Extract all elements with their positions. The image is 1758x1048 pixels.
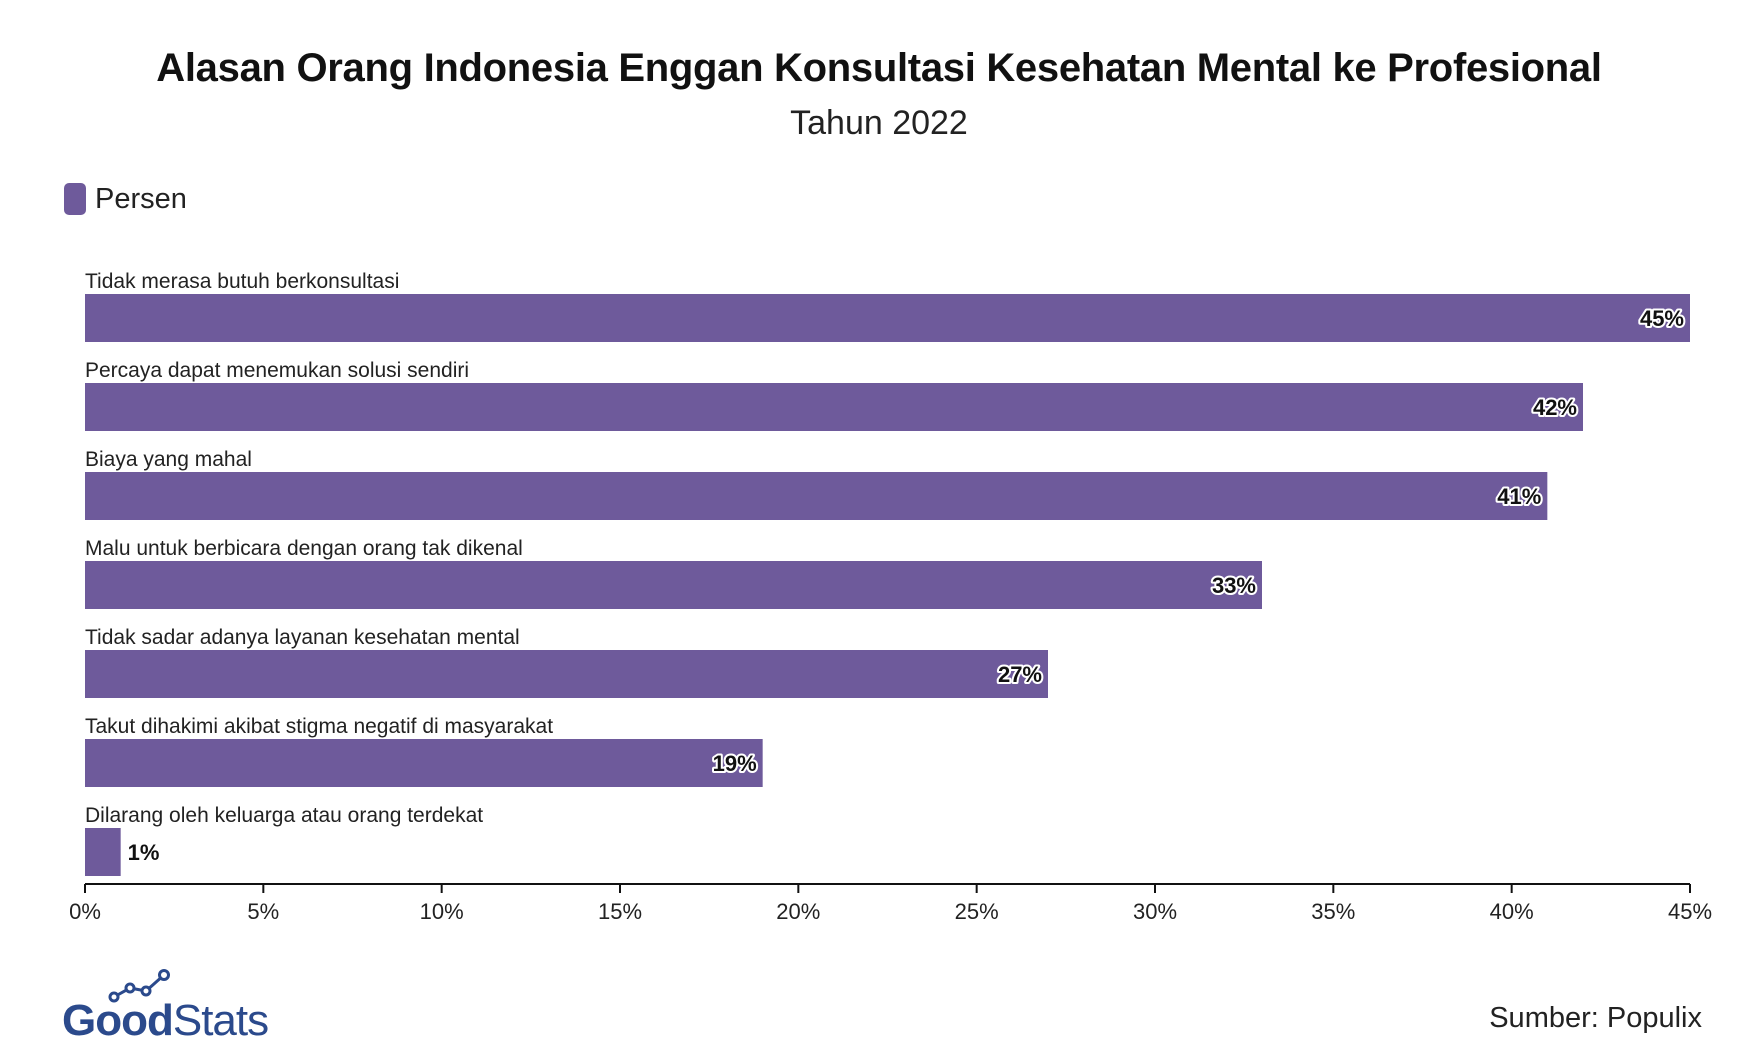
x-tick-label: 25%: [955, 899, 999, 924]
x-tick-label: 20%: [776, 899, 820, 924]
x-tick-label: 5%: [247, 899, 279, 924]
x-tick-label: 0%: [69, 899, 101, 924]
data-label: 27%: [998, 662, 1042, 687]
category-label: Tidak merasa butuh berkonsultasi: [85, 270, 399, 293]
bar: [85, 739, 763, 787]
x-tick-label: 30%: [1133, 899, 1177, 924]
category-label: Dilarang oleh keluarga atau orang terdek…: [85, 804, 483, 827]
legend-swatch: [64, 183, 86, 215]
legend: Persen: [64, 182, 187, 216]
bar: [85, 383, 1583, 431]
logo-text-light: Stats: [173, 996, 268, 1040]
chart-title: Alasan Orang Indonesia Enggan Konsultasi…: [156, 46, 1602, 90]
x-tick-label: 45%: [1668, 899, 1712, 924]
category-label: Takut dihakimi akibat stigma negatif di …: [85, 715, 553, 738]
data-label: 45%: [1640, 306, 1684, 331]
category-label: Biaya yang mahal: [85, 448, 252, 471]
bar: [85, 472, 1548, 520]
x-tick-label: 35%: [1311, 899, 1355, 924]
x-tick-label: 40%: [1490, 899, 1534, 924]
logo-graph-icon: [108, 969, 170, 1003]
data-label: 33%: [1212, 573, 1256, 598]
data-label: 42%: [1533, 395, 1577, 420]
chart-subtitle: Tahun 2022: [790, 104, 968, 142]
x-tick-label: 10%: [420, 899, 464, 924]
bar: [85, 650, 1048, 698]
category-label: Tidak sadar adanya layanan kesehatan men…: [85, 626, 520, 649]
logo-text-bold: Good: [62, 996, 173, 1040]
data-label: 19%: [713, 751, 757, 776]
bar: [85, 828, 121, 876]
category-label: Percaya dapat menemukan solusi sendiri: [85, 359, 469, 382]
bar: [85, 294, 1690, 342]
x-tick-label: 15%: [598, 899, 642, 924]
svg-text:GoodStats: GoodStats: [62, 996, 268, 1040]
category-label: Malu untuk berbicara dengan orang tak di…: [85, 537, 523, 560]
source-note: Sumber: Populix: [1489, 1002, 1702, 1034]
legend-label: Persen: [95, 182, 187, 215]
data-label: 41%: [1497, 484, 1541, 509]
goodstats-logo: GoodStats: [62, 969, 269, 1040]
bar: [85, 561, 1262, 609]
data-label: 1%: [128, 840, 160, 865]
